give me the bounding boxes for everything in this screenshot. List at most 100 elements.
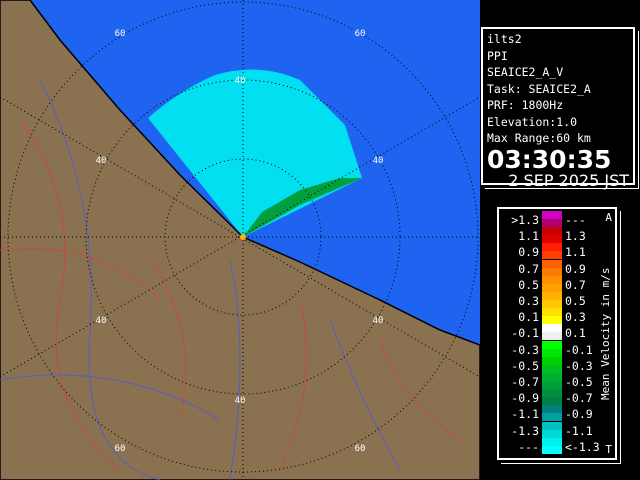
legend-low: >1.3 xyxy=(511,213,539,227)
legend-high: -1.1 xyxy=(565,423,593,438)
legend-swatch xyxy=(542,251,562,260)
legend-low: -1.3 xyxy=(511,423,539,438)
legend-row: -0.7 -0.5 xyxy=(499,373,599,389)
legend-swatch xyxy=(542,437,562,446)
legend-high: 0.1 xyxy=(565,326,586,341)
legend-row: -0.5 -0.3 xyxy=(499,356,599,373)
legend-swatch xyxy=(542,211,562,219)
range-label: 40 xyxy=(235,396,246,406)
legend-swatch xyxy=(542,275,562,284)
legend-swatch xyxy=(542,389,562,398)
roads xyxy=(0,79,401,480)
range-label: 40 xyxy=(96,316,107,326)
legend-row: -0.1 0.1 xyxy=(499,324,599,341)
legend-swatch xyxy=(542,243,562,252)
legend-row: 1.1 1.3 xyxy=(499,227,599,244)
legend-swatch xyxy=(542,445,562,454)
legend-high: -0.3 xyxy=(565,358,593,373)
legend-row: -0.9 -0.7 xyxy=(499,389,599,406)
legend-swatch xyxy=(542,405,562,414)
legend-low: 1.1 xyxy=(518,229,539,244)
echo-green xyxy=(243,178,362,237)
legend-swatch xyxy=(542,267,562,276)
range-label: 40 xyxy=(235,76,246,86)
legend-high: 1.3 xyxy=(565,229,586,244)
radar-name: ilts2 xyxy=(487,32,522,46)
legend-swatch xyxy=(542,324,562,333)
legend-swatch xyxy=(542,259,562,268)
legend-high: -0.5 xyxy=(565,375,593,389)
velocity-legend: >1.3 --- 1.1 1.3 0.9 1.1 0.7 0.9 0.5 0.7 0.3 … xyxy=(497,207,617,460)
radar-ppi-map[interactable]: 40 40 40 40 40 40 60 60 60 60 xyxy=(0,0,480,480)
range-label: 60 xyxy=(355,444,366,454)
legend-swatch xyxy=(542,219,562,227)
legend-row: 0.9 1.1 xyxy=(499,243,599,260)
legend-swatch xyxy=(542,283,562,292)
legend-swatch xyxy=(542,308,562,317)
prf: PRF: 1800Hz xyxy=(487,98,564,112)
scan-date: 2 SEP 2025 JST xyxy=(508,170,629,190)
legend-swatch xyxy=(542,227,562,236)
product-name: SEAICE2_A_V xyxy=(487,65,564,79)
legend-low: 0.7 xyxy=(518,261,539,276)
legend-row: 0.5 0.7 xyxy=(499,275,599,292)
elevation: Elevation:1.0 xyxy=(487,114,578,129)
range-label: 60 xyxy=(115,444,126,454)
legend-low: -0.3 xyxy=(511,342,539,357)
legend-swatch xyxy=(542,413,562,422)
legend-high: -0.9 xyxy=(565,407,593,422)
range-label: 60 xyxy=(115,29,126,39)
legend-low: 0.5 xyxy=(518,277,539,292)
range-label: 40 xyxy=(373,316,384,326)
legend-swatch xyxy=(542,316,562,325)
legend-low: 0.1 xyxy=(518,310,539,325)
legend-swatch xyxy=(542,292,562,300)
land-area xyxy=(0,0,480,480)
legend-low: -0.9 xyxy=(511,391,539,406)
legend-row: --- <-1.3 xyxy=(499,437,600,454)
legend-swatch xyxy=(542,397,562,406)
legend-high: <-1.3 xyxy=(565,439,600,454)
legend-swatch xyxy=(542,356,562,365)
legend-swatch xyxy=(542,373,562,381)
legend-swatch xyxy=(542,421,562,430)
legend-low: -0.1 xyxy=(511,326,539,341)
legend-swatch xyxy=(542,348,562,357)
legend-swatch xyxy=(542,300,562,308)
legend-low: 0.9 xyxy=(518,245,539,260)
max-range: Max Range:60 km xyxy=(487,131,591,145)
legend-tag-top: A xyxy=(605,211,612,224)
task-name: Task: SEAICE2_A xyxy=(487,81,591,96)
legend-high: 0.3 xyxy=(565,310,586,325)
legend-row: 0.3 0.5 xyxy=(499,292,599,308)
legend-high: 0.5 xyxy=(565,294,586,308)
legend-low: --- xyxy=(518,439,539,454)
legend-swatch xyxy=(542,235,562,244)
range-label: 60 xyxy=(355,29,366,39)
legend-high: 0.7 xyxy=(565,277,586,292)
legend-high: 1.1 xyxy=(565,245,586,260)
legend-row: -1.3 -1.1 xyxy=(499,421,599,438)
legend-unit: Mean Velocity in m/s xyxy=(599,267,612,400)
legend-high: -0.7 xyxy=(565,391,593,406)
legend-row: -0.3 -0.1 xyxy=(499,340,599,357)
legend-low: -0.5 xyxy=(511,358,539,373)
legend-row: >1.3 --- xyxy=(499,211,599,227)
info-panel: ilts2 PPI SEAICE2_A_V Task: SEAICE2_A PR… xyxy=(481,27,635,189)
radar-site xyxy=(240,234,246,240)
legend-low: -0.7 xyxy=(511,375,539,389)
legend-swatch xyxy=(542,381,562,389)
legend-row: 0.7 0.9 xyxy=(499,259,599,276)
range-label: 40 xyxy=(96,156,107,166)
legend-tag-bottom: T xyxy=(605,443,612,456)
scan-time: 03:30:35 xyxy=(487,144,612,174)
legend-low: -1.1 xyxy=(511,407,539,422)
legend-swatch xyxy=(542,340,562,349)
legend-swatch xyxy=(542,364,562,373)
legend-low: 0.3 xyxy=(518,294,539,308)
range-label: 40 xyxy=(373,156,384,166)
legend-swatch xyxy=(542,332,562,341)
legend-high: --- xyxy=(565,213,586,227)
scan-mode: PPI xyxy=(487,48,508,63)
legend-row: 0.1 0.3 xyxy=(499,308,599,325)
